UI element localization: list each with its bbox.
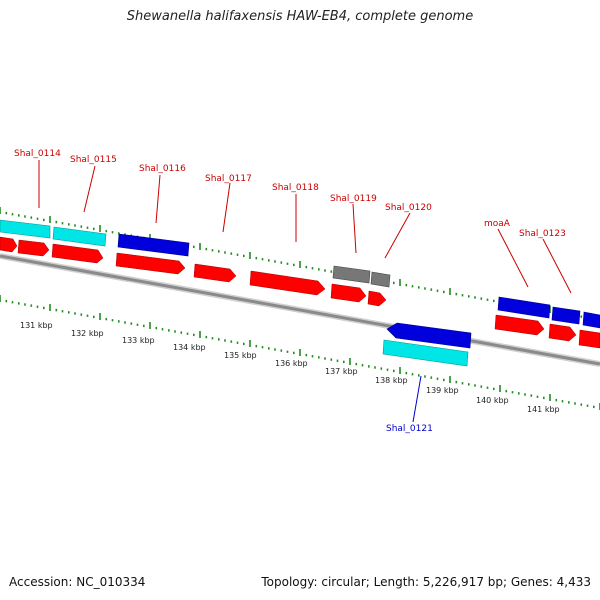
tick-label: 135 kbp bbox=[224, 351, 257, 360]
gene-cyan-shal0121[interactable] bbox=[382, 339, 469, 367]
topology-text: Topology: circular; Length: 5,226,917 bp… bbox=[261, 575, 591, 589]
gene-gray-1[interactable] bbox=[332, 265, 371, 284]
reverse-gene-row bbox=[382, 322, 472, 367]
gene-cyan-2[interactable] bbox=[52, 226, 107, 247]
tick-label: 131 kbp bbox=[20, 321, 53, 330]
cds-arrow[interactable] bbox=[17, 239, 50, 257]
gene-label[interactable]: moaA bbox=[484, 219, 511, 229]
gene-label[interactable]: Shal_0115 bbox=[70, 155, 117, 165]
genome-backbone bbox=[0, 253, 600, 367]
cds-arrow[interactable] bbox=[578, 329, 600, 349]
gene-label[interactable]: Shal_0116 bbox=[139, 164, 186, 174]
gene-blue-shal0116[interactable] bbox=[117, 233, 190, 257]
cds-arrow[interactable] bbox=[249, 270, 326, 296]
map-title: Shewanella halifaxensis HAW-EB4, complet… bbox=[126, 9, 474, 24]
gene-label[interactable]: Shal_0123 bbox=[519, 229, 566, 239]
cds-arrow[interactable] bbox=[494, 314, 545, 336]
gene-label[interactable]: Shal_0117 bbox=[205, 174, 252, 184]
gene-label[interactable]: Shal_0120 bbox=[385, 203, 432, 213]
cds-arrow[interactable] bbox=[115, 252, 186, 275]
upper-gene-row bbox=[0, 219, 600, 329]
forward-cds-row bbox=[0, 236, 600, 349]
gene-label[interactable]: Shal_0118 bbox=[272, 183, 319, 193]
gene-blue-3[interactable] bbox=[582, 311, 600, 329]
tick-label: 136 kbp bbox=[275, 359, 308, 368]
tick-label: 141 kbp bbox=[527, 405, 560, 414]
cds-arrow[interactable] bbox=[548, 323, 577, 342]
lower-tick-ruler bbox=[0, 295, 600, 410]
cds-arrow[interactable] bbox=[367, 290, 387, 307]
tick-label: 134 kbp bbox=[173, 343, 206, 352]
tick-label: 132 kbp bbox=[71, 329, 104, 338]
gene-label[interactable]: Shal_0121 bbox=[386, 424, 433, 434]
gene-labels: Shal_0114 Shal_0115 Shal_0116 Shal_0117 … bbox=[14, 149, 566, 434]
cds-arrow[interactable] bbox=[51, 243, 104, 264]
gene-gray-2[interactable] bbox=[370, 271, 391, 288]
gene-cyan-1[interactable] bbox=[0, 219, 51, 239]
kbp-tick-labels: 131 kbp 132 kbp 133 kbp 134 kbp 135 kbp … bbox=[20, 321, 560, 414]
gene-label[interactable]: Shal_0114 bbox=[14, 149, 61, 159]
cds-arrow[interactable] bbox=[193, 263, 237, 283]
tick-label: 140 kbp bbox=[476, 396, 509, 405]
gene-blue-2[interactable] bbox=[551, 306, 581, 325]
accession-text: Accession: NC_010334 bbox=[9, 575, 146, 589]
cds-arrow[interactable] bbox=[330, 283, 367, 303]
label-leaders bbox=[38, 160, 572, 423]
gene-blue-moaA[interactable] bbox=[497, 296, 551, 319]
tick-label: 139 kbp bbox=[426, 386, 459, 395]
tick-label: 133 kbp bbox=[122, 336, 155, 345]
cds-arrow[interactable] bbox=[0, 236, 18, 253]
tick-label: 137 kbp bbox=[325, 367, 358, 376]
tick-label: 138 kbp bbox=[375, 376, 408, 385]
gene-blue-reverse[interactable] bbox=[386, 322, 472, 349]
gene-label[interactable]: Shal_0119 bbox=[330, 194, 377, 204]
